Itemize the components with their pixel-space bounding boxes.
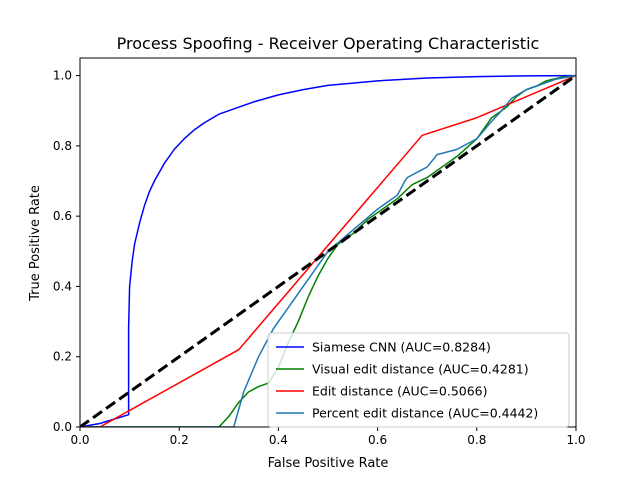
legend-entry-label: Edit distance (AUC=0.5066)	[312, 384, 488, 399]
series-group	[80, 74, 576, 427]
legend-entry-label: Siamese CNN (AUC=0.8284)	[312, 340, 491, 355]
y-tick-label: 1.0	[53, 69, 72, 83]
x-tick-label: 0.6	[368, 433, 387, 447]
y-tick-label: 0.4	[53, 279, 72, 293]
x-tick-label: 0.4	[269, 433, 288, 447]
y-tick-label: 0.6	[53, 209, 72, 223]
x-tick-label: 0.0	[70, 433, 89, 447]
legend: Siamese CNN (AUC=0.8284) Visual edit dist…	[267, 332, 570, 428]
y-tick-label: 0.0	[53, 420, 72, 434]
plot-area	[80, 74, 576, 427]
y-tick-label: 0.2	[53, 350, 72, 364]
legend-box	[267, 332, 570, 428]
chart-title: Process Spoofing - Receiver Operating Ch…	[117, 34, 540, 53]
series-line-0	[80, 74, 576, 427]
legend-entry-label: Percent edit distance (AUC=0.4442)	[312, 406, 538, 421]
chance-diagonal-line	[80, 74, 576, 427]
axes: 0.0 0.2 0.4 0.6 0.8 1.0 0.0 0.2 0.4 0.6 0.8 1.0	[53, 57, 586, 447]
x-tick-label: 0.2	[170, 433, 189, 447]
y-axis-label: True Positive Rate	[28, 185, 43, 302]
x-tick-label: 0.8	[467, 433, 486, 447]
y-tick-label: 0.8	[53, 139, 72, 153]
series-line-2	[80, 74, 576, 427]
x-axis-label: False Positive Rate	[268, 456, 389, 471]
legend-entry-label: Visual edit distance (AUC=0.4281)	[312, 362, 529, 377]
x-tick-label: 1.0	[566, 433, 585, 447]
series-line-1	[80, 74, 576, 427]
